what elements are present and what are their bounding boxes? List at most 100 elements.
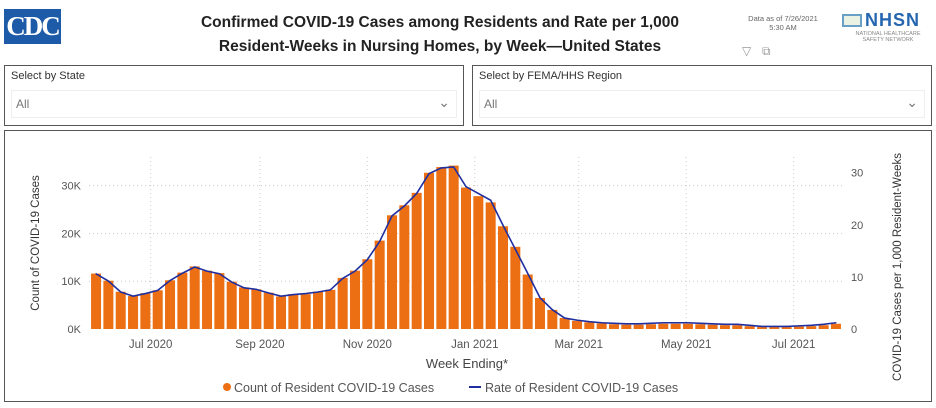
bar xyxy=(707,324,718,329)
combo-chart: 0K 10K 20K 30K 0 10 20 30 Jul 2020 Sep 2020 Nov 20… xyxy=(30,153,904,395)
rate-point xyxy=(736,323,738,325)
rate-point xyxy=(576,319,578,321)
bar xyxy=(239,287,250,329)
x-tick-label: May 2021 xyxy=(661,339,712,351)
chart-panel: 0K 10K 20K 30K 0 10 20 30 Jul 2020 Sep 2020 Nov 20… xyxy=(4,130,932,402)
x-tick-label: Jan 2021 xyxy=(451,339,498,351)
y-tick-label: 0K xyxy=(68,324,82,336)
rate-point xyxy=(786,325,788,327)
bar xyxy=(300,294,311,329)
bar xyxy=(485,202,496,329)
rate-point xyxy=(650,322,652,324)
rate-point xyxy=(342,277,344,280)
data-as-of-date: Data as of 7/26/2021 xyxy=(748,14,818,23)
bar xyxy=(337,277,348,329)
rate-point xyxy=(539,297,541,299)
focus-mode-icon[interactable]: ⧉ xyxy=(762,44,771,58)
state-slicer-label: Select by State xyxy=(11,70,85,82)
bar xyxy=(682,323,693,329)
page-title: Confirmed COVID-19 Cases among Residents… xyxy=(150,11,730,59)
monitor-icon xyxy=(842,14,862,27)
rate-point xyxy=(687,322,689,324)
rate-point xyxy=(465,186,467,188)
y-axis-title: Count of COVID-19 Cases xyxy=(30,175,42,311)
rate-point xyxy=(305,292,307,295)
bar xyxy=(461,187,471,329)
bar xyxy=(547,309,558,329)
y-tick-label: 20K xyxy=(61,228,81,240)
y2-axis-title: COVID-19 Cases per 1,000 Resident-Weeks xyxy=(892,153,904,381)
rate-point xyxy=(329,289,331,291)
rate-point xyxy=(761,325,763,327)
bar xyxy=(608,324,619,329)
rate-point xyxy=(588,321,590,323)
bar xyxy=(793,326,804,329)
bar xyxy=(251,289,262,329)
rate-point xyxy=(181,272,183,274)
region-slicer: Select by FEMA/HHS Region All ⌄ xyxy=(472,65,932,126)
bar xyxy=(670,323,681,329)
legend-bar-label: Count of Resident COVID-19 Cases xyxy=(234,381,434,395)
bar xyxy=(177,272,188,329)
bar xyxy=(510,246,521,329)
bar xyxy=(448,165,459,329)
rate-point xyxy=(379,240,381,243)
bar xyxy=(732,325,743,329)
rate-point xyxy=(403,205,405,207)
rate-point xyxy=(810,324,812,326)
bar xyxy=(263,292,274,329)
nhsn-logo-text: NHSN xyxy=(865,10,921,30)
bar xyxy=(128,296,139,329)
rate-point xyxy=(477,192,479,195)
chevron-down-icon[interactable]: ⌄ xyxy=(438,94,450,110)
rate-point xyxy=(699,322,701,324)
bar xyxy=(806,326,817,329)
region-dropdown[interactable]: All ⌄ xyxy=(479,90,925,118)
bar xyxy=(436,167,447,329)
rate-point xyxy=(638,323,640,325)
bar xyxy=(288,294,299,329)
bar xyxy=(103,280,114,329)
bar xyxy=(522,274,533,329)
bar xyxy=(769,327,780,329)
rate-point xyxy=(773,325,775,327)
bar xyxy=(91,273,102,329)
x-axis-title: Week Ending* xyxy=(426,356,508,371)
chevron-down-icon[interactable]: ⌄ xyxy=(906,94,918,110)
bar xyxy=(214,273,225,329)
bar xyxy=(115,291,126,329)
rate-point xyxy=(194,266,196,268)
bar xyxy=(399,205,410,329)
rate-point xyxy=(601,322,603,324)
bar xyxy=(633,324,644,329)
bar xyxy=(411,192,422,329)
bar xyxy=(189,266,200,329)
bar xyxy=(571,320,582,329)
rate-point xyxy=(440,167,442,169)
rate-point xyxy=(798,325,800,327)
rate-point xyxy=(564,317,566,319)
region-dropdown-value: All xyxy=(484,97,498,111)
x-tick-label: Jul 2021 xyxy=(772,339,815,351)
state-dropdown[interactable]: All ⌄ xyxy=(11,90,457,118)
bar xyxy=(621,324,632,329)
title-line-1: Confirmed COVID-19 Cases among Residents… xyxy=(200,14,680,31)
rate-point xyxy=(416,192,418,195)
nhsn-subtitle-2: SAFETY NETWORK xyxy=(862,37,914,43)
cdc-logo: CDC xyxy=(4,9,61,44)
nhsn-subtitle-1: NATIONAL HEALTHCARE xyxy=(855,31,921,37)
filter-icon[interactable]: ▽ xyxy=(742,44,752,58)
rate-point xyxy=(724,323,726,325)
rate-point xyxy=(157,289,159,292)
rate-point xyxy=(490,199,492,201)
rate-point xyxy=(613,322,615,324)
rate-point xyxy=(749,324,751,326)
bar xyxy=(830,323,841,329)
bar xyxy=(424,172,435,329)
rate-point xyxy=(280,295,282,297)
rate-point xyxy=(453,166,455,168)
rate-point xyxy=(107,280,109,282)
y2-tick-label: 30 xyxy=(851,168,863,180)
legend: Count of Resident COVID-19 Cases Rate of… xyxy=(223,381,678,395)
y2-tick-label: 0 xyxy=(851,324,857,336)
